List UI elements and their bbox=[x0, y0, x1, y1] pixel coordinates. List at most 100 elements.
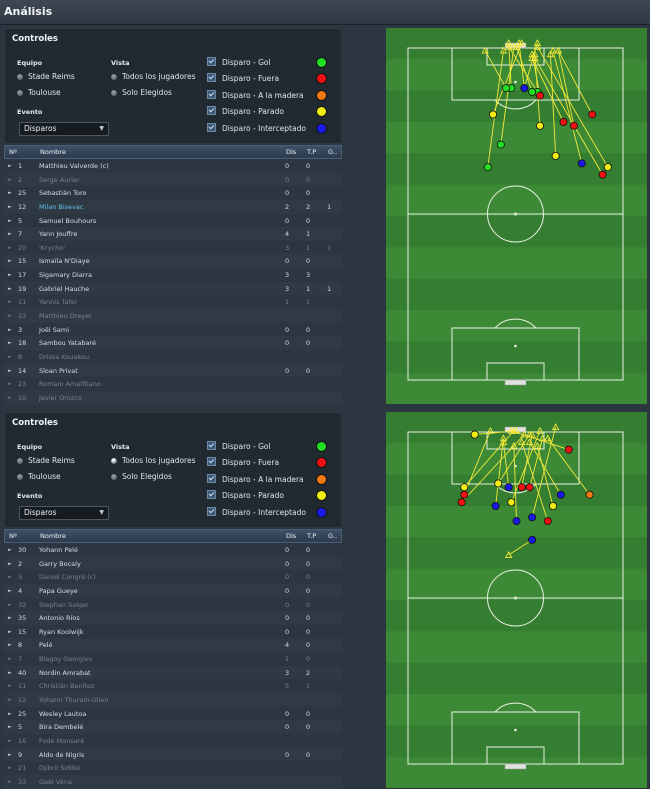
col-tp[interactable]: T.P bbox=[307, 532, 317, 540]
legend-parado[interactable]: Disparo - Parado bbox=[207, 106, 284, 116]
legend-interceptado[interactable]: Disparo - Interceptado bbox=[207, 123, 306, 133]
legend-gol[interactable]: Disparo - Gol bbox=[207, 57, 271, 67]
col-g[interactable]: G.. bbox=[328, 148, 338, 156]
evento-select[interactable]: Disparos ▼ bbox=[19, 122, 109, 136]
expand-arrow-icon[interactable]: ► bbox=[8, 176, 12, 183]
team-option-1[interactable]: Stade Reims bbox=[17, 456, 75, 465]
expand-arrow-icon[interactable]: ► bbox=[8, 313, 12, 320]
table-row[interactable]: ► 7 Yann Jouffre 4 1 bbox=[4, 227, 342, 241]
legend-gol[interactable]: Disparo - Gol bbox=[207, 441, 271, 451]
col-name[interactable]: Nombre bbox=[40, 148, 66, 156]
vista-option-selected[interactable]: Solo Elegidos bbox=[111, 88, 172, 97]
expand-arrow-icon[interactable]: ► bbox=[8, 683, 12, 690]
table-row[interactable]: ► 1 Matthieu Valverde (c) 0 0 bbox=[4, 159, 342, 173]
table-row[interactable]: ► 40 Nordin Amrabat 3 2 bbox=[4, 666, 342, 680]
legend-madera[interactable]: Disparo - A la madera bbox=[207, 90, 304, 100]
table-row[interactable]: ► 23 Romain Amalfitano bbox=[4, 377, 342, 391]
table-row[interactable]: ► 14 Sloan Privat 0 0 bbox=[4, 364, 342, 378]
team-option-2[interactable]: Toulouse bbox=[17, 88, 61, 97]
table-row[interactable]: ► 2 Garry Bocaly 0 0 bbox=[4, 557, 342, 571]
expand-arrow-icon[interactable]: ► bbox=[8, 217, 12, 224]
table-row[interactable]: ► 5 Samuel Bouhours 0 0 bbox=[4, 214, 342, 228]
vista-option-all[interactable]: Todos los jugadores bbox=[111, 72, 195, 81]
legend-fuera[interactable]: Disparo - Fuera bbox=[207, 73, 279, 83]
col-dis[interactable]: Dis bbox=[286, 148, 297, 156]
table-row[interactable]: ► 15 Ryan Koolwijk 0 0 bbox=[4, 625, 342, 639]
expand-arrow-icon[interactable]: ► bbox=[8, 737, 12, 744]
expand-arrow-icon[interactable]: ► bbox=[8, 547, 12, 553]
expand-arrow-icon[interactable]: ► bbox=[8, 340, 12, 347]
expand-arrow-icon[interactable]: ► bbox=[8, 190, 12, 197]
legend-fuera[interactable]: Disparo - Fuera bbox=[207, 457, 279, 467]
table-row[interactable]: ► 8 Pelé 4 0 bbox=[4, 638, 342, 652]
table-row[interactable]: ► 18 Sambou Yatabaré 0 0 bbox=[4, 336, 342, 350]
table-row[interactable]: ► 11 Yannis Tafer 1 1 bbox=[4, 295, 342, 309]
expand-arrow-icon[interactable]: ► bbox=[8, 574, 12, 581]
table-row[interactable]: ► 21 Djibril Sidibé bbox=[4, 761, 342, 775]
table-row[interactable]: ► 12 Yohann Thuram-Ulien bbox=[4, 693, 342, 707]
table-row[interactable]: ► 20 'Krycho' 3 1 1 bbox=[4, 241, 342, 255]
expand-arrow-icon[interactable]: ► bbox=[8, 231, 12, 238]
table-row[interactable]: ► 15 Ismaïla N'Diaye 0 0 bbox=[4, 254, 342, 268]
table-row[interactable]: ► 30 Yohann Pelé 0 0 bbox=[4, 543, 342, 557]
legend-madera[interactable]: Disparo - A la madera bbox=[207, 474, 304, 484]
table-row[interactable]: ► 33 Gaël Véna bbox=[4, 775, 342, 789]
table-row[interactable]: ► 16 Fodé Mansaré bbox=[4, 734, 342, 748]
table-row[interactable]: ► 35 Antonio Ríos 0 0 bbox=[4, 611, 342, 625]
table-row[interactable]: ► 12 Milan Bisevac 2 2 1 bbox=[4, 200, 342, 214]
expand-arrow-icon[interactable]: ► bbox=[8, 272, 12, 279]
team-option-1[interactable]: Stade Reims bbox=[17, 72, 75, 81]
table-row[interactable]: ► 13 Matthieu Dreyer bbox=[4, 309, 342, 323]
legend-parado[interactable]: Disparo - Parado bbox=[207, 490, 284, 500]
expand-arrow-icon[interactable]: ► bbox=[8, 656, 12, 663]
table-row[interactable]: ► 25 Wesley Lautoa 0 0 bbox=[4, 707, 342, 721]
expand-arrow-icon[interactable]: ► bbox=[8, 765, 12, 772]
table-row[interactable]: ► 9 Aldo de Nigris 0 0 bbox=[4, 748, 342, 762]
expand-arrow-icon[interactable]: ► bbox=[8, 299, 12, 306]
col-g[interactable]: G.. bbox=[328, 532, 338, 540]
expand-arrow-icon[interactable]: ► bbox=[8, 587, 12, 594]
expand-arrow-icon[interactable]: ► bbox=[8, 669, 12, 676]
table-row[interactable]: ► 2 Serge Aurier 0 0 bbox=[4, 173, 342, 187]
col-tp[interactable]: T.P bbox=[307, 148, 317, 156]
expand-arrow-icon[interactable]: ► bbox=[8, 381, 12, 388]
vista-option-selected[interactable]: Solo Elegidos bbox=[111, 472, 172, 481]
col-num[interactable]: Nº bbox=[9, 148, 17, 156]
table-row[interactable]: ► 4 Papa Gueye 0 0 bbox=[4, 584, 342, 598]
expand-arrow-icon[interactable]: ► bbox=[8, 367, 12, 374]
expand-arrow-icon[interactable]: ► bbox=[8, 560, 12, 567]
expand-arrow-icon[interactable]: ► bbox=[8, 285, 12, 292]
legend-interceptado[interactable]: Disparo - Interceptado bbox=[207, 507, 306, 517]
table-row[interactable]: ► 7 Blagoy Georgiev 1 0 bbox=[4, 652, 342, 666]
vista-option-all[interactable]: Todos los jugadores bbox=[111, 456, 195, 465]
expand-arrow-icon[interactable]: ► bbox=[8, 615, 12, 622]
table-row[interactable]: ► 19 Gabriel Hauche 3 1 1 bbox=[4, 282, 342, 296]
evento-select[interactable]: Disparos ▼ bbox=[19, 506, 109, 520]
expand-arrow-icon[interactable]: ► bbox=[8, 353, 12, 360]
expand-arrow-icon[interactable]: ► bbox=[8, 697, 12, 704]
expand-arrow-icon[interactable]: ► bbox=[8, 203, 12, 210]
expand-arrow-icon[interactable]: ► bbox=[8, 724, 12, 731]
table-row[interactable]: ► 5 Bira Dembelé 0 0 bbox=[4, 720, 342, 734]
expand-arrow-icon[interactable]: ► bbox=[8, 326, 12, 333]
expand-arrow-icon[interactable]: ► bbox=[8, 601, 12, 608]
table-row[interactable]: ► 17 Sigamary Diarra 3 3 bbox=[4, 268, 342, 282]
expand-arrow-icon[interactable]: ► bbox=[8, 163, 12, 169]
expand-arrow-icon[interactable]: ► bbox=[8, 710, 12, 717]
table-row[interactable]: ► 25 Sebastián Toro 0 0 bbox=[4, 186, 342, 200]
expand-arrow-icon[interactable]: ► bbox=[8, 642, 12, 649]
table-row[interactable]: ► 11 Christián Benítez 5 1 bbox=[4, 679, 342, 693]
table-row[interactable]: ► 8 Drissa Kouakou bbox=[4, 350, 342, 364]
expand-arrow-icon[interactable]: ► bbox=[8, 244, 12, 251]
table-row[interactable]: ► 10 Javier Orozco bbox=[4, 391, 342, 405]
expand-arrow-icon[interactable]: ► bbox=[8, 778, 12, 785]
expand-arrow-icon[interactable]: ► bbox=[8, 258, 12, 265]
table-row[interactable]: ► 3 Daniel Congré (c) 0 0 bbox=[4, 570, 342, 584]
col-name[interactable]: Nombre bbox=[40, 532, 66, 540]
table-row[interactable]: ► 3 Joël Sami 0 0 bbox=[4, 323, 342, 337]
expand-arrow-icon[interactable]: ► bbox=[8, 394, 12, 401]
expand-arrow-icon[interactable]: ► bbox=[8, 628, 12, 635]
col-num[interactable]: Nº bbox=[9, 532, 17, 540]
expand-arrow-icon[interactable]: ► bbox=[8, 751, 12, 758]
table-row[interactable]: ► 32 Stephan Salger 0 0 bbox=[4, 598, 342, 612]
